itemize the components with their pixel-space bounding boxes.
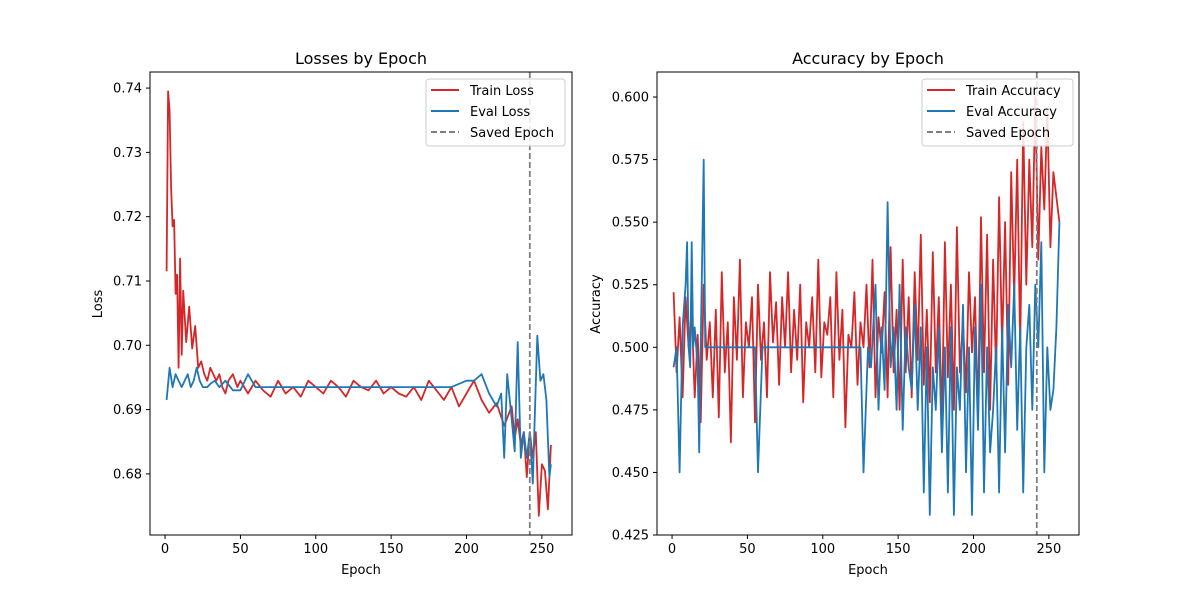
accuracy-y-axis-label: Accuracy [589,274,604,334]
loss-y-tick-label: 0.74 [113,82,142,97]
loss-y-tick-label: 0.70 [113,339,142,354]
accuracy-x-tick-label: 200 [961,542,986,557]
loss-x-tick-label: 100 [303,542,328,557]
accuracy-x-tick-label: 250 [1036,542,1061,557]
loss-y-tick-label: 0.71 [113,274,142,289]
accuracy-y-tick-label: 0.600 [612,91,649,106]
loss-chart-title: Losses by Epoch [295,49,427,68]
loss-x-axis-label: Epoch [341,563,381,578]
loss-legend-eval-label: Eval Loss [470,105,530,120]
accuracy-series-eval-line [672,158,1061,516]
accuracy-y-tick-label: 0.525 [612,278,649,293]
accuracy-chart: Accuracy by Epoch Epoch Accuracy 0 50 100 1… [589,49,1080,578]
loss-plot-area [165,72,552,535]
loss-legend-saved-label: Saved Epoch [470,126,554,141]
accuracy-x-axis-label: Epoch [848,563,888,578]
loss-legend-box [425,78,566,147]
accuracy-series-train-line [672,96,1061,444]
loss-y-axis-label: Loss [91,290,106,319]
accuracy-legend-saved-label: Saved Epoch [966,126,1050,141]
loss-y-tick-label: 0.72 [113,210,142,225]
accuracy-y-tick-label: 0.450 [612,466,649,481]
accuracy-plot-area [672,72,1061,535]
accuracy-y-tick-label: 0.425 [612,529,649,544]
accuracy-x-tick-label: 150 [886,542,911,557]
accuracy-x-tick-label: 100 [810,542,835,557]
accuracy-x-tick-label: 50 [739,542,756,557]
accuracy-x-tick-label: 0 [668,542,676,557]
accuracy-y-tick-label: 0.475 [612,403,649,418]
loss-series-eval-line [165,334,552,485]
loss-y-tick-label: 0.69 [113,403,142,418]
loss-x-tick-label: 150 [379,542,404,557]
accuracy-y-tick-label: 0.550 [612,216,649,231]
accuracy-y-tick-label: 0.575 [612,153,649,168]
accuracy-ticks: 0 50 100 150 200 250 0.425 0.450 0.475 0.500 0.525… [612,91,1061,557]
loss-legend-train-label: Train Loss [469,84,534,99]
accuracy-y-tick-label: 0.500 [612,341,649,356]
loss-chart: Losses by Epoch Epoch Loss 0 50 100 150 200 2… [91,49,573,578]
loss-legend: Train Loss Eval Loss Saved Epoch [425,78,566,147]
accuracy-legend-box [921,78,1074,147]
loss-x-tick-label: 250 [529,542,554,557]
loss-x-tick-label: 0 [161,542,169,557]
accuracy-axes-frame [656,71,1080,536]
accuracy-legend-eval-label: Eval Accuracy [966,105,1057,120]
accuracy-legend-train-label: Train Accuracy [965,84,1061,99]
loss-x-tick-label: 200 [454,542,479,557]
loss-axes-frame [149,71,573,536]
loss-x-tick-label: 50 [232,542,249,557]
loss-y-tick-label: 0.73 [113,146,142,161]
accuracy-chart-title: Accuracy by Epoch [792,49,944,68]
loss-y-tick-label: 0.68 [113,467,142,482]
accuracy-legend: Train Accuracy Eval Accuracy Saved Epoch [921,78,1074,147]
loss-ticks: 0 50 100 150 200 250 0.68 0.69 0.70 0.71 0.72 0.73 0… [113,82,554,557]
